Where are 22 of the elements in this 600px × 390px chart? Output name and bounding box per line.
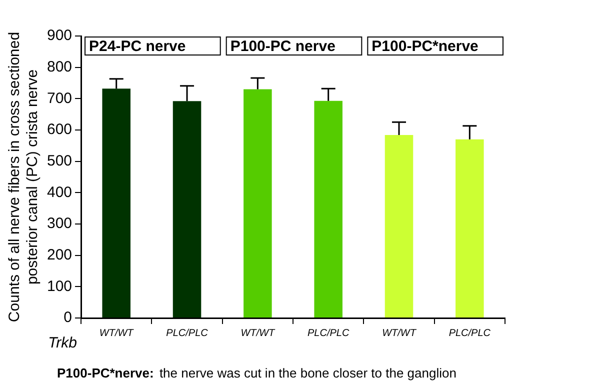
y-tick-label: 200 (46, 246, 72, 264)
y-tick-label: 100 (46, 278, 72, 295)
y-tick-label: 0 (64, 309, 72, 326)
y-tick-label: 800 (46, 58, 72, 76)
x-axis-title: Trkb (48, 334, 78, 352)
annotation: P100-PC*nerve (372, 38, 478, 56)
y-tick-label: 600 (46, 121, 72, 138)
text: P100-PC*nerve: the nerve was cut in the bone closer to the ganglion (57, 366, 456, 381)
x-tick-label: WT/WT (240, 328, 276, 339)
x-tick-label: WT/WT (382, 328, 417, 339)
annotation: P24-PC nerve (89, 38, 186, 56)
y-tick-label: 300 (46, 215, 72, 232)
y-tick-label: 400 (46, 184, 72, 201)
y-tick-label: 900 (46, 27, 72, 44)
y-axis-title: Counts of all nerve fibers in cross sectioned posterior canal (PC) crista nerve (6, 32, 42, 322)
x-tick-label: PLC/PLC (308, 328, 350, 339)
annotation: P100-PC nerve (230, 38, 336, 56)
y-tick-label: 700 (46, 90, 72, 107)
x-tick-label: PLC/PLC (166, 328, 209, 339)
x-tick-label: WT/WT (99, 328, 134, 339)
y-tick-label: 500 (46, 152, 72, 170)
x-tick-label: PLC/PLC (448, 328, 492, 339)
